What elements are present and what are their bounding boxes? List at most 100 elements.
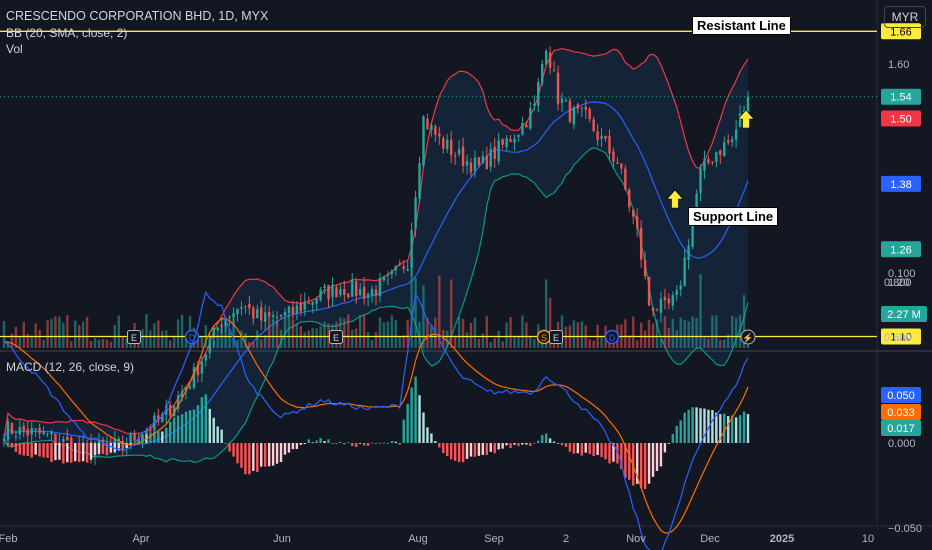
macd-histogram-bar (343, 443, 346, 445)
candle-body (256, 309, 259, 319)
candle-body (477, 157, 481, 165)
macd-histogram-bar (267, 443, 271, 467)
candle-body (612, 151, 615, 162)
volume-bar (200, 336, 204, 348)
macd-histogram-bar (370, 442, 374, 444)
support-value-badge-bg (881, 328, 921, 345)
macd-histogram-bar (497, 443, 500, 450)
event-marker-label: S (541, 333, 547, 343)
event-marker-label: E (131, 333, 137, 343)
macd-histogram-bar (469, 443, 473, 457)
macd-histogram-bar (564, 443, 568, 447)
time-axis-tick: Feb (0, 533, 17, 545)
macd-histogram-bar (105, 443, 109, 456)
volume-bar (81, 321, 85, 348)
volume-bar (14, 326, 18, 348)
macd-histogram-bar (46, 443, 49, 458)
macd-histogram-bar (184, 411, 188, 443)
macd-histogram-bar (327, 439, 330, 443)
volume-bar (410, 266, 413, 348)
candle-body (604, 135, 607, 139)
volume-bar (402, 335, 405, 348)
candle-body (113, 438, 117, 446)
macd-histogram-bar (137, 438, 140, 443)
volume-bar (497, 330, 500, 348)
volume-bar (449, 279, 453, 348)
volume-axis-tick: 0.800 (884, 277, 912, 289)
volume-bar (145, 314, 148, 348)
volume-bar (485, 316, 489, 348)
macd-histogram-bar (580, 443, 583, 456)
volume-bar (291, 319, 295, 348)
volume-bar (176, 319, 180, 348)
volume-bar (493, 338, 496, 348)
currency-button[interactable]: MYR (884, 6, 926, 28)
macd-badge-bg (881, 420, 921, 436)
volume-bar (232, 314, 235, 348)
macd-histogram-bar (398, 443, 401, 445)
volume-bar (89, 340, 93, 348)
volume-bar (303, 332, 306, 348)
candle-body (442, 138, 445, 149)
volume-bar (517, 336, 520, 348)
macd-histogram-bar (283, 443, 287, 455)
price-badge: 1.54 (890, 92, 911, 104)
macd-histogram-bar (525, 443, 528, 445)
macd-histogram-bar (457, 443, 461, 463)
macd-histogram-bar (331, 443, 334, 444)
macd-histogram-bar (279, 443, 283, 462)
price-badge-bg (881, 175, 921, 192)
candle-body (228, 317, 231, 319)
candle-body (394, 265, 397, 271)
candle-body (730, 139, 734, 142)
macd-histogram-bar (687, 409, 690, 443)
macd-histogram-bar (212, 417, 215, 443)
macd-histogram-bar (544, 433, 548, 443)
candle-body (224, 318, 227, 327)
volume-bar (26, 333, 29, 348)
macd-histogram-bar (192, 409, 196, 443)
volume-bar (66, 315, 69, 348)
volume-bar (62, 322, 65, 348)
macd-histogram-bar (109, 443, 113, 453)
time-axis-tick: 2025 (770, 533, 794, 545)
macd-histogram-bar (568, 443, 572, 452)
candle-body (410, 229, 413, 268)
volume-bar (651, 323, 655, 348)
macd-histogram-bar (85, 443, 89, 463)
macd-histogram-bar (600, 443, 603, 458)
chart-title: CRESCENDO CORPORATION BHD, 1D, MYX (6, 9, 269, 23)
volume-bar (184, 337, 188, 348)
macd-badge-bg (881, 404, 921, 420)
lightning-glyph: ⚡ (742, 332, 753, 344)
candle-body (548, 52, 552, 68)
macd-histogram-bar (647, 443, 651, 484)
candle-body (418, 163, 421, 199)
macd-histogram-bar (711, 410, 714, 443)
macd-histogram-bar (513, 443, 516, 445)
macd-histogram-bar (529, 443, 532, 446)
candle-body (180, 391, 184, 398)
candle-body (663, 296, 667, 300)
volume-bar (54, 316, 57, 348)
macd-histogram-bar (101, 443, 105, 454)
support-value-badge: 1.10 (890, 332, 911, 344)
macd-histogram-bar (2, 443, 6, 444)
candle-body (449, 139, 453, 156)
candle-body (275, 316, 279, 318)
volume-bar (521, 315, 524, 348)
candle-body (129, 433, 132, 445)
macd-histogram-bar (738, 415, 742, 443)
volume-bar (2, 320, 6, 348)
candle-body (434, 126, 437, 135)
candle-body (537, 81, 540, 106)
candle-body (719, 149, 722, 156)
macd-histogram-bar (311, 442, 314, 444)
volume-bar (671, 318, 675, 348)
macd-histogram-bar (77, 443, 81, 463)
macd-histogram-bar (742, 411, 746, 443)
macd-histogram-bar (232, 443, 235, 457)
volume-bar (101, 338, 105, 348)
volume-bar (22, 321, 25, 348)
